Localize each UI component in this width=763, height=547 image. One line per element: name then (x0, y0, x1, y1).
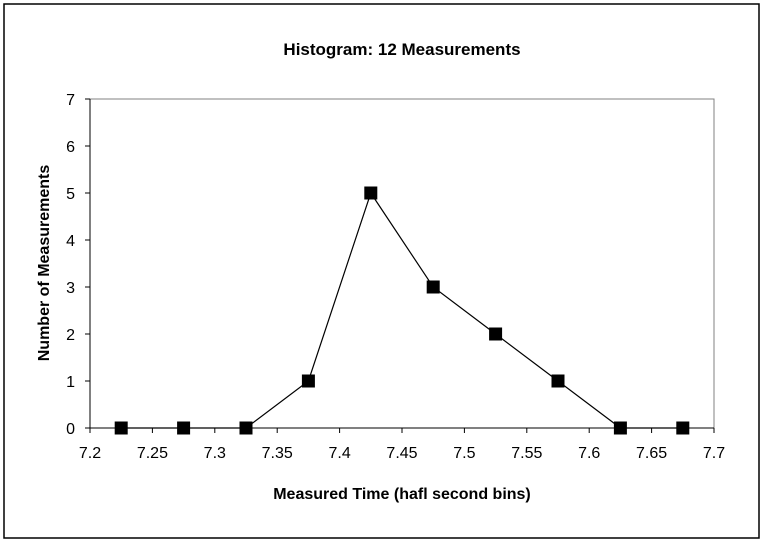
y-tick-label: 0 (66, 421, 75, 438)
data-point-marker (114, 421, 128, 435)
plot-area (89, 98, 715, 429)
x-tick-label: 7.25 (137, 445, 168, 462)
data-point-marker (364, 186, 378, 200)
x-tick-label: 7.5 (453, 445, 475, 462)
x-tick-label: 7.4 (328, 445, 350, 462)
y-tick-label: 2 (66, 327, 75, 344)
x-tick-label: 7.35 (262, 445, 293, 462)
x-tick-label: 7.55 (511, 445, 542, 462)
series-layer (114, 186, 690, 435)
series-line (121, 191, 683, 429)
y-axis: 0 1 2 3 4 5 6 7 (66, 92, 91, 438)
data-point-marker (613, 421, 627, 435)
x-tick-label: 7.7 (703, 445, 725, 462)
y-tick-label: 4 (66, 233, 75, 250)
y-tick-label: 3 (66, 280, 75, 297)
y-tick-label: 7 (66, 92, 75, 109)
data-point-marker (676, 421, 690, 435)
x-tick-label: 7.6 (578, 445, 600, 462)
x-axis-label: Measured Time (hafl second bins) (273, 486, 531, 503)
data-point-marker (489, 327, 503, 341)
y-axis-label: Number of Measurements (36, 165, 53, 362)
x-tick-label: 7.45 (386, 445, 417, 462)
x-tick-label: 7.3 (204, 445, 226, 462)
data-point-marker (551, 374, 565, 388)
y-tick-label: 5 (66, 186, 75, 203)
data-point-marker (239, 421, 253, 435)
chart-title: Histogram: 12 Measurements (283, 40, 520, 59)
data-point-marker (177, 421, 191, 435)
data-point-marker (301, 374, 315, 388)
data-point-marker (426, 280, 440, 294)
y-tick-label: 1 (66, 374, 75, 391)
x-tick-label: 7.2 (79, 445, 101, 462)
y-tick-label: 6 (66, 139, 75, 156)
x-tick-label: 7.65 (636, 445, 667, 462)
x-axis: 7.2 7.25 7.3 7.35 7.4 7.45 7.5 7.55 7.6 7.65 7.7 (79, 427, 725, 462)
